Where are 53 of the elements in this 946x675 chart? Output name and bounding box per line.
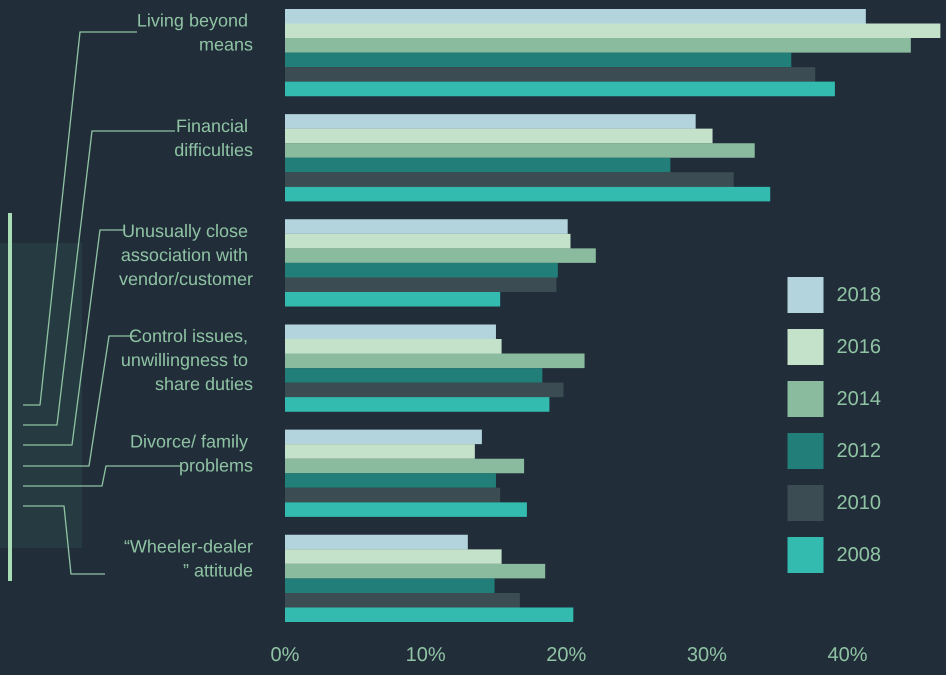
bar — [285, 158, 670, 172]
bar — [285, 338, 502, 354]
legend-label: 2014 — [836, 388, 882, 410]
bar — [285, 234, 570, 248]
bar — [285, 52, 792, 68]
y-tick-label: “Wheeler-dealer” attitude — [124, 536, 253, 580]
legend-label: 2008 — [836, 544, 882, 566]
bar — [285, 172, 734, 187]
bar — [285, 143, 755, 158]
x-tick-label: 40% — [828, 644, 868, 666]
legend-label: 2012 — [836, 440, 882, 462]
bar — [285, 292, 500, 307]
bar — [285, 324, 496, 339]
bar — [285, 397, 550, 412]
bar — [285, 82, 835, 96]
bar — [285, 38, 911, 53]
bar — [285, 592, 520, 608]
bar — [285, 564, 546, 578]
y-tick-label: Financial difficulties — [174, 116, 253, 160]
legend-label: 2018 — [836, 284, 882, 306]
bar — [285, 248, 596, 263]
bar — [285, 458, 524, 474]
bar — [285, 114, 696, 129]
x-tick-label: 20% — [546, 644, 587, 666]
bar — [285, 430, 482, 444]
legend-label: 2016 — [836, 336, 882, 358]
bar — [285, 608, 574, 622]
bar — [285, 488, 500, 502]
bar — [285, 444, 475, 459]
bar — [285, 382, 564, 398]
legend-label: 2010 — [836, 492, 882, 514]
x-tick-label: 10% — [406, 644, 446, 666]
x-tick-label: 0% — [270, 644, 300, 666]
bar — [285, 219, 568, 234]
bar — [285, 578, 495, 593]
bar — [285, 534, 468, 550]
y-tick-label: Unusually close association with vendor/customer — [118, 220, 254, 289]
bar — [285, 354, 585, 368]
bar — [285, 549, 502, 564]
bar — [285, 473, 496, 488]
bar — [285, 8, 866, 24]
x-tick-label: 30% — [686, 644, 728, 666]
bar — [285, 128, 713, 144]
bar — [285, 186, 770, 202]
bar — [285, 67, 816, 82]
bar — [285, 368, 542, 383]
y-tick-label: Control issues, unwillingness to share duties — [120, 326, 253, 394]
bar — [285, 262, 558, 278]
bar — [285, 502, 527, 517]
bar — [285, 277, 556, 292]
bar — [285, 23, 940, 38]
y-tick-label: Living beyond means — [136, 10, 253, 55]
y-tick-label: Divorce/ family problems — [130, 431, 253, 476]
